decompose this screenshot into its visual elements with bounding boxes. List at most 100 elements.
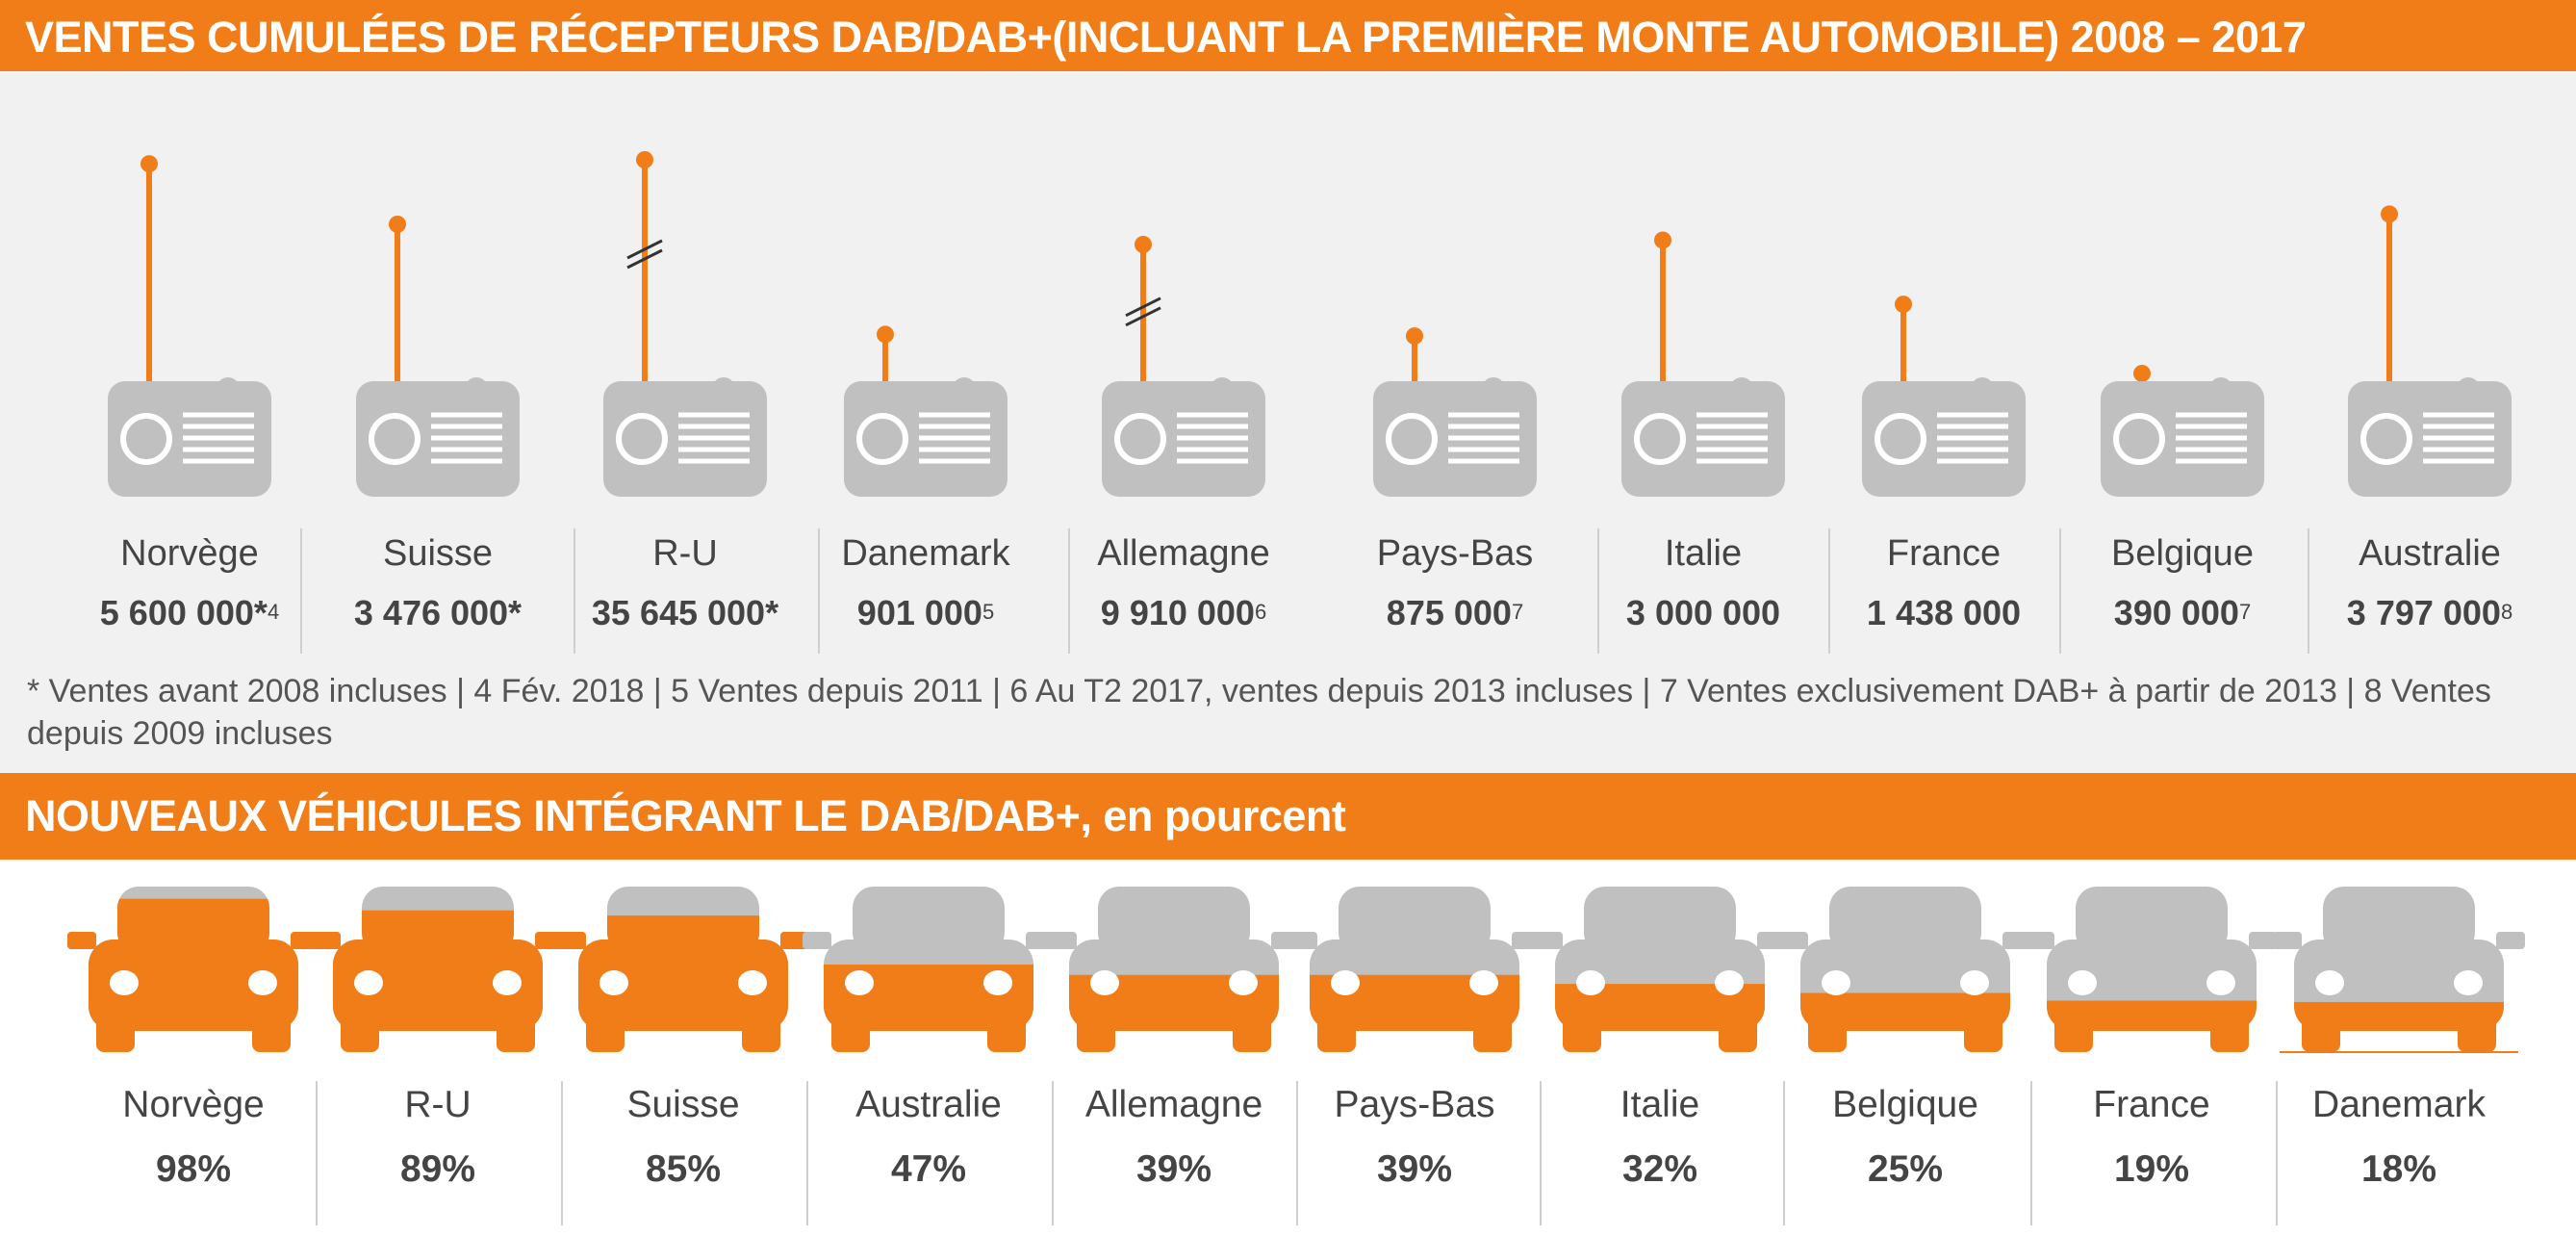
country-label: Pays-Bas xyxy=(1376,533,1534,574)
car-suisse xyxy=(557,887,809,1052)
car-headlight xyxy=(354,970,383,995)
country-label: Allemagne xyxy=(1084,1084,1263,1125)
car-fill-bar xyxy=(1288,974,1541,1052)
axis-break-mark xyxy=(1125,296,1161,318)
country-label: Australie xyxy=(2359,533,2501,574)
car-headlight xyxy=(1331,970,1360,995)
radio-danemark xyxy=(844,325,1007,497)
antenna-tip xyxy=(877,325,894,344)
section-title-receiver-sales: VENTES CUMULÉES DE RÉCEPTEURS DAB/DAB+(I… xyxy=(0,0,2576,71)
country-label: Allemagne xyxy=(1097,533,1270,574)
antenna-tip xyxy=(2381,205,2398,223)
section-title-new-vehicles: NOUVEAUX VÉHICULES INTÉGRANT LE DAB/DAB+… xyxy=(0,773,2576,860)
car-headlight xyxy=(845,970,874,995)
antenna-tip xyxy=(1895,296,1912,314)
country-label: Belgique xyxy=(2111,533,2254,574)
footnote-mark: 6 xyxy=(1254,600,1267,624)
sales-value: 3 000 000 xyxy=(1625,593,1781,632)
percent-value: 98% xyxy=(155,1148,232,1190)
car-fill-bar xyxy=(67,898,319,1052)
car-headlight xyxy=(1469,970,1498,995)
axis-break-mark xyxy=(626,248,663,270)
car-headlight xyxy=(738,970,767,995)
country-label: Norvège xyxy=(122,1084,265,1125)
country-label: Italie xyxy=(1664,533,1743,574)
car-fill-bar xyxy=(557,915,809,1052)
column-divider xyxy=(316,1081,318,1225)
column-divider xyxy=(2030,1081,2032,1225)
radio-suisse xyxy=(356,215,520,497)
car-fill-bar xyxy=(803,965,1055,1052)
car-headlight xyxy=(1229,970,1258,995)
car-headlight xyxy=(110,970,139,995)
radio-speaker xyxy=(1386,413,1438,465)
percent-value: 85% xyxy=(645,1148,722,1190)
car-headlight xyxy=(1715,970,1744,995)
radio-norvege xyxy=(108,155,271,497)
sales-value: 901 0005 xyxy=(856,593,995,632)
car-headlight xyxy=(1960,970,1989,995)
antenna-tip xyxy=(140,155,158,173)
percent-value: 18% xyxy=(2360,1148,2437,1190)
column-divider xyxy=(1540,1081,1542,1225)
radio-speaker xyxy=(2113,413,2165,465)
column-divider xyxy=(300,528,302,654)
percent-value: 25% xyxy=(1867,1148,1944,1190)
column-divider xyxy=(1828,528,1830,654)
column-divider xyxy=(1052,1081,1054,1225)
percent-value: 32% xyxy=(1621,1148,1698,1190)
column-divider xyxy=(1783,1081,1785,1225)
receiver-sales-chart xyxy=(108,151,2512,497)
receiver-sales-panel: Norvège 5 600 000*4 Suisse 3 476 000* R-U 35 … xyxy=(0,71,2576,773)
country-label: Australie xyxy=(855,1084,1002,1125)
column-divider xyxy=(1296,1081,1298,1225)
car-headlight xyxy=(1090,970,1119,995)
radio-speaker xyxy=(120,413,172,465)
column-divider xyxy=(574,528,575,654)
antenna-tip xyxy=(389,215,406,233)
car-headlight xyxy=(599,970,628,995)
column-divider xyxy=(561,1081,563,1225)
percent-value: 89% xyxy=(399,1148,476,1190)
country-label: R-U xyxy=(652,533,718,574)
country-label: Norvège xyxy=(120,533,259,574)
country-label: Danemark xyxy=(2312,1084,2486,1125)
column-divider xyxy=(1597,528,1599,654)
radio-r-u xyxy=(603,151,767,497)
car-pays-bas xyxy=(1288,887,1541,1052)
radio-speaker xyxy=(1634,413,1686,465)
car-r-u xyxy=(312,887,564,1052)
car-fill-bar xyxy=(312,910,564,1052)
radio-italie xyxy=(1621,231,1785,497)
sales-value: 5 600 000*4 xyxy=(99,593,280,632)
percent-value: 39% xyxy=(1376,1148,1453,1190)
antenna-tip xyxy=(636,151,653,168)
radio-allemagne xyxy=(1102,236,1265,497)
radio-speaker xyxy=(1114,413,1166,465)
car-headlight xyxy=(2206,970,2235,995)
car-headlight xyxy=(248,970,277,995)
percent-value: 19% xyxy=(2113,1148,2190,1190)
column-divider xyxy=(2276,1081,2278,1225)
sales-value: 3 476 000* xyxy=(353,593,523,632)
antenna-tip xyxy=(1406,327,1423,346)
new-vehicles-panel: Norvège 98% R-U 89% Suisse 85% Australie 47% All… xyxy=(0,860,2576,1236)
radio-belgique xyxy=(2101,364,2264,497)
column-divider xyxy=(1068,528,1070,654)
percent-value: 39% xyxy=(1135,1148,1212,1190)
car-italie xyxy=(1534,887,1786,1052)
radio-speaker xyxy=(369,413,421,465)
column-divider xyxy=(2059,528,2061,654)
country-label: Belgique xyxy=(1832,1084,1978,1125)
radio-speaker xyxy=(1875,413,1926,465)
percent-value: 47% xyxy=(890,1148,967,1190)
car-headlight xyxy=(983,970,1012,995)
sales-value: 875 0007 xyxy=(1386,593,1524,632)
car-france xyxy=(2026,887,2278,1052)
sales-value: 3 797 0008 xyxy=(2346,593,2513,632)
car-headlight xyxy=(493,970,522,995)
antenna-tip xyxy=(2133,364,2151,382)
footnote-mark: 7 xyxy=(2238,600,2252,624)
country-label: Danemark xyxy=(841,533,1010,574)
country-label: France xyxy=(2093,1084,2210,1125)
